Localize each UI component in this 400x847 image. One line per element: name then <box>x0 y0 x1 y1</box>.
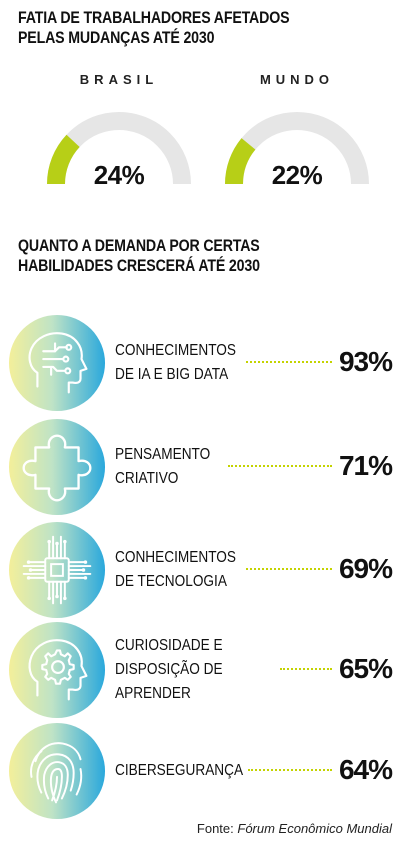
skill-label-line: CRIATIVO <box>115 470 179 487</box>
chart-title: QUANTO A DEMANDA POR CERTAS HABILIDADES … <box>18 236 260 276</box>
dotted-leader <box>248 769 332 771</box>
gauge-brasil-svg <box>47 112 191 185</box>
skill-label: CIBERSEGURANÇA <box>115 722 243 820</box>
skill-label-line: CONHECIMENTOS <box>115 342 237 359</box>
skill-row-ai-big-data: CONHECIMENTOS DE IA E BIG DATA 93% <box>0 314 400 420</box>
ai-head-icon <box>8 314 106 412</box>
gauge-value-mundo: 22% <box>271 160 323 190</box>
skill-row-technology: CONHECIMENTOS DE TECNOLOGIA 69% <box>0 521 400 627</box>
source-note: Fonte: Fórum Econômico Mundial <box>197 821 392 836</box>
gauge-mundo-svg <box>225 112 369 185</box>
chart-title-line-1: FATIA DE TRABALHADORES AFETADOS <box>18 9 290 27</box>
gauge-fill-brasil <box>47 134 80 185</box>
skill-value: 64% <box>338 754 393 785</box>
skill-label-line: CONHECIMENTOS <box>115 549 237 566</box>
skill-row-cybersecurity: CIBERSEGURANÇA 64% <box>0 722 400 828</box>
gauge-label-mundo: MUNDO <box>259 72 335 87</box>
chart-title-line-2: HABILIDADES CRESCERÁ ATÉ 2030 <box>18 257 260 275</box>
chart-title-line-1: QUANTO A DEMANDA POR CERTAS <box>18 237 260 255</box>
skill-label-line: DE IA E BIG DATA <box>115 366 229 383</box>
source-name: Fórum Econômico Mundial <box>237 821 392 836</box>
gauge-fill-mundo <box>225 138 256 185</box>
skill-label: PENSAMENTO CRIATIVO <box>115 418 210 516</box>
gauge-brasil: BRASIL 24% <box>34 66 204 192</box>
chip-icon <box>8 521 106 619</box>
skill-label-line: DISPOSIÇÃO DE <box>115 661 223 678</box>
dotted-leader <box>246 568 332 570</box>
gauge-label-brasil: BRASIL <box>79 72 159 87</box>
skill-label: CONHECIMENTOS DE IA E BIG DATA <box>115 314 236 412</box>
skill-label-line: PENSAMENTO <box>115 446 211 463</box>
source-prefix: Fonte: <box>196 821 238 836</box>
skill-label: CONHECIMENTOS DE TECNOLOGIA <box>115 521 236 619</box>
gear-head-icon <box>8 621 106 719</box>
gauge-value-brasil: 24% <box>93 160 145 190</box>
fingerprint-icon <box>8 722 106 820</box>
dotted-leader <box>246 361 332 363</box>
skill-value: 93% <box>338 346 393 377</box>
chart-title: FATIA DE TRABALHADORES AFETADOS PELAS MU… <box>18 8 290 48</box>
skill-value: 65% <box>338 653 393 684</box>
skill-row-curiosity: CURIOSIDADE E DISPOSIÇÃO DE APRENDER 65% <box>0 621 400 727</box>
skill-label-line: CURIOSIDADE E <box>115 637 223 654</box>
skill-label-line: CIBERSEGURANÇA <box>115 762 244 779</box>
puzzle-icon <box>8 418 106 516</box>
dotted-leader <box>280 668 332 670</box>
skill-label: CURIOSIDADE E DISPOSIÇÃO DE APRENDER <box>115 621 223 719</box>
skill-row-creative-thinking: PENSAMENTO CRIATIVO 71% <box>0 418 400 524</box>
chart-title-line-2: PELAS MUDANÇAS ATÉ 2030 <box>18 29 215 47</box>
dotted-leader <box>228 465 332 467</box>
gauge-mundo: MUNDO 22% <box>212 66 382 192</box>
skill-label-line: APRENDER <box>115 685 191 702</box>
skill-value: 71% <box>338 450 393 481</box>
skill-value: 69% <box>338 553 393 584</box>
skill-label-line: DE TECNOLOGIA <box>115 573 227 590</box>
